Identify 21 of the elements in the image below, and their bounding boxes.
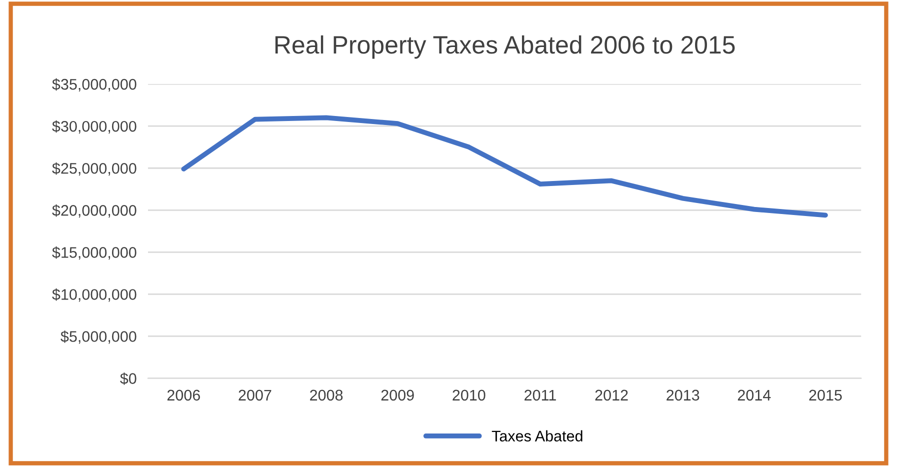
legend-label: Taxes Abated	[492, 430, 582, 442]
y-tick-label: $30,000,000	[52, 120, 136, 134]
x-tick-label: 2012	[595, 390, 628, 401]
y-tick-label: $5,000,000	[60, 330, 136, 344]
x-tick-label: 2007	[238, 390, 272, 401]
x-tick-label: 2008	[310, 390, 343, 401]
y-tick-label: $10,000,000	[52, 288, 136, 302]
x-tick-label: 2014	[738, 390, 771, 401]
chart-title: Real Property Taxes Abated 2006 to 2015	[275, 35, 735, 59]
line-series	[181, 115, 828, 218]
x-tick-label: 2006	[167, 390, 200, 401]
x-tick-label: 2010	[452, 390, 486, 401]
y-tick-label: $20,000,000	[52, 204, 136, 218]
x-tick-label: 2009	[381, 390, 414, 401]
x-tick-label: 2011	[524, 390, 556, 401]
x-tick-label: 2013	[666, 390, 700, 401]
y-tick-label: $25,000,000	[52, 162, 136, 176]
y-tick-label: $15,000,000	[52, 246, 136, 260]
x-tick-label: 2015	[809, 390, 842, 401]
y-tick-label: $35,000,000	[52, 78, 136, 92]
y-tick-label: $0	[120, 372, 136, 385]
